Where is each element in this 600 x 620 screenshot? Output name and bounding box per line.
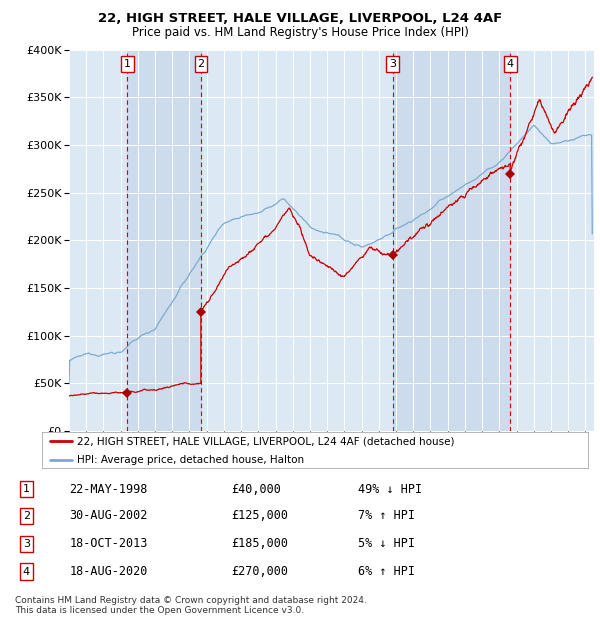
Bar [127,50,201,431]
Text: 49% ↓ HPI: 49% ↓ HPI [358,483,422,496]
Text: Price paid vs. HM Land Registry's House Price Index (HPI): Price paid vs. HM Land Registry's House … [131,26,469,39]
Text: 7% ↑ HPI: 7% ↑ HPI [358,510,415,523]
Text: Contains HM Land Registry data © Crown copyright and database right 2024.: Contains HM Land Registry data © Crown c… [15,596,367,606]
Text: 4: 4 [506,59,514,69]
Text: £270,000: £270,000 [231,565,288,578]
Text: 22, HIGH STREET, HALE VILLAGE, LIVERPOOL, L24 4AF (detached house): 22, HIGH STREET, HALE VILLAGE, LIVERPOOL… [77,436,455,446]
Text: 1: 1 [124,59,131,69]
Text: £40,000: £40,000 [231,483,281,496]
Text: 2: 2 [23,511,30,521]
Text: 5% ↓ HPI: 5% ↓ HPI [358,538,415,550]
Text: 30-AUG-2002: 30-AUG-2002 [70,510,148,523]
Text: 22-MAY-1998: 22-MAY-1998 [70,483,148,496]
Text: 3: 3 [23,539,30,549]
Text: 3: 3 [389,59,396,69]
Text: 2: 2 [197,59,205,69]
Text: £185,000: £185,000 [231,538,288,550]
Text: 18-AUG-2020: 18-AUG-2020 [70,565,148,578]
Text: 1: 1 [23,484,30,494]
Text: HPI: Average price, detached house, Halton: HPI: Average price, detached house, Halt… [77,455,305,465]
Text: 4: 4 [23,567,30,577]
Bar [392,50,510,431]
Text: 18-OCT-2013: 18-OCT-2013 [70,538,148,550]
Text: 22, HIGH STREET, HALE VILLAGE, LIVERPOOL, L24 4AF: 22, HIGH STREET, HALE VILLAGE, LIVERPOOL… [98,12,502,25]
Text: This data is licensed under the Open Government Licence v3.0.: This data is licensed under the Open Gov… [15,606,304,616]
Text: £125,000: £125,000 [231,510,288,523]
Text: 6% ↑ HPI: 6% ↑ HPI [358,565,415,578]
